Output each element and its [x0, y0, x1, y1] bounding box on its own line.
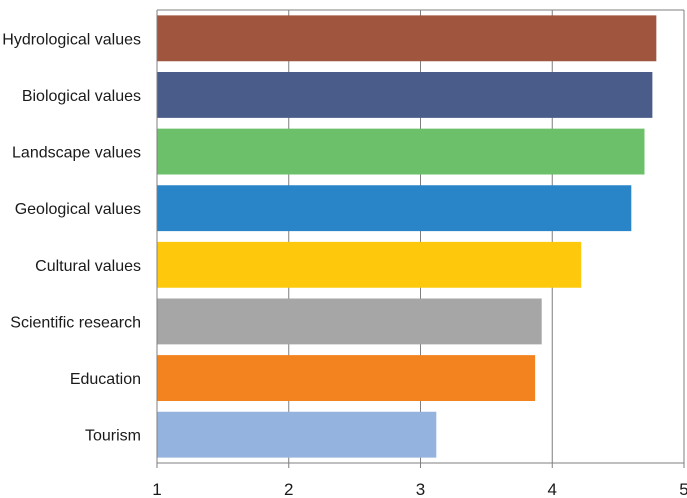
category-label: Hydrological values [2, 31, 141, 48]
category-label: Biological values [22, 88, 141, 105]
category-label: Landscape values [12, 145, 141, 162]
bar [157, 128, 645, 175]
x-tick-label: 3 [416, 480, 425, 498]
tick-labels: 1 2 3 4 5 [152, 480, 687, 498]
bar [157, 298, 542, 345]
bar [157, 241, 582, 288]
bar [157, 355, 536, 401]
x-tick-label: 4 [548, 480, 557, 498]
bar [157, 72, 653, 118]
x-tick-label: 2 [284, 480, 293, 498]
category-label: Scientific research [10, 314, 141, 331]
bar [157, 15, 657, 62]
x-tick-label: 5 [679, 480, 687, 498]
x-tick-label: 1 [152, 480, 161, 498]
bar [157, 411, 437, 458]
category-label: Education [70, 371, 141, 388]
category-label: Cultural values [35, 258, 141, 275]
axes [156, 9, 685, 468]
bars [157, 15, 657, 458]
category-labels: Hydrological values Biological values Land… [2, 31, 141, 444]
bar [157, 185, 632, 232]
category-label: Geological values [15, 201, 141, 218]
category-label: Tourism [85, 428, 141, 445]
